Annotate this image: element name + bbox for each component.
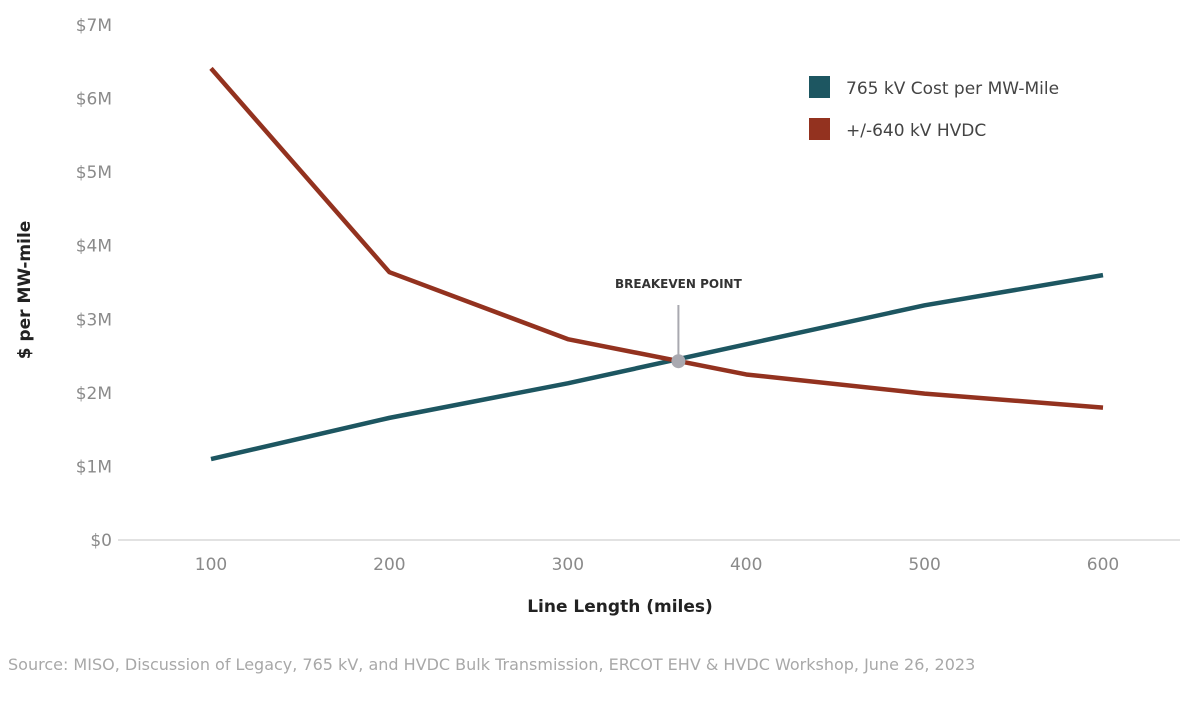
breakeven-marker [671, 354, 686, 369]
x-tick-label: 500 [908, 555, 940, 575]
legend: 765 kV Cost per MW-Mile +/-640 kV HVDC [809, 76, 1059, 141]
y-tick-label: $6M [76, 90, 112, 110]
x-tick-label: 400 [730, 555, 762, 575]
x-tick-label: 600 [1087, 555, 1119, 575]
y-axis-title: $ per MW-mile [15, 221, 35, 360]
y-tick-label: $2M [76, 384, 112, 404]
legend-label: +/-640 kV HVDC [846, 121, 986, 141]
series-line-0 [210, 272, 1104, 462]
x-tick-label: 300 [552, 555, 584, 575]
y-tick-label: $0 [90, 531, 112, 551]
legend-swatch [809, 118, 830, 140]
legend-swatch [809, 76, 830, 98]
line-chart: $0 $1M $2M $3M $4M $5M $6M $7M 100 200 300 400 500 6… [15, 16, 1180, 617]
y-tick-label: $4M [76, 237, 112, 257]
breakeven-label: BREAKEVEN POINT [615, 277, 743, 291]
legend-label: 765 kV Cost per MW-Mile [846, 79, 1059, 99]
y-tick-label: $5M [76, 163, 112, 183]
y-tick-label: $3M [76, 310, 112, 330]
y-tick-label: $1M [76, 457, 112, 477]
source-note: Source: MISO, Discussion of Legacy, 765 … [8, 655, 976, 674]
x-tick-label: 200 [373, 555, 405, 575]
x-axis-title: Line Length (miles) [527, 597, 713, 617]
y-tick-label: $7M [76, 16, 112, 36]
series-line-1 [209, 66, 1104, 410]
x-tick-label: 100 [195, 555, 227, 575]
